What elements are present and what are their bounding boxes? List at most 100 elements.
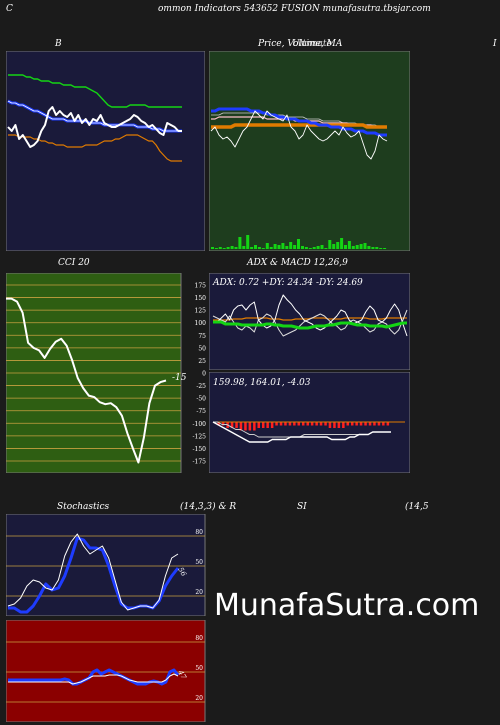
cci-axis-label: -125 [193, 433, 207, 440]
volume-bar [351, 246, 355, 249]
rsi-params: (14,5 [405, 502, 429, 512]
volume-bar [308, 248, 312, 249]
volume-bar [250, 247, 254, 249]
volume-bar [222, 248, 226, 249]
macd-histogram-bar [359, 422, 363, 426]
adx-macd-title: ADX & MACD 12,26,9 [247, 258, 348, 268]
cci-axis-label: 150 [195, 295, 207, 302]
macd-histogram-bar [386, 422, 390, 426]
volume-bar [367, 246, 371, 249]
volume-bar [371, 247, 375, 249]
cci-axis-label: -50 [196, 396, 206, 403]
adx-adx-line [213, 320, 407, 330]
price-ma-price-line [210, 110, 388, 160]
macd-histogram-bar [275, 422, 278, 426]
rsi-axis-label: 50 [195, 665, 203, 672]
volume-bar [277, 245, 281, 249]
macd-histogram-bar [351, 422, 354, 426]
macd-histogram-bar [328, 422, 332, 428]
macd-histogram-bar [266, 422, 269, 428]
macd-histogram-bar [239, 422, 243, 431]
volume-bar [312, 247, 316, 249]
macd-histogram-bar [257, 422, 260, 428]
volume-bar [273, 244, 277, 249]
volume-bar [293, 245, 297, 249]
macd-histogram-bar [377, 422, 381, 426]
volume-bar [211, 247, 214, 249]
cci-axis-label: 75 [198, 333, 206, 340]
cci-axis-label: 100 [195, 320, 207, 327]
volume-bar [375, 247, 379, 249]
volume-bar [347, 241, 351, 249]
macd-histogram-bar [297, 422, 300, 426]
volume-bar [316, 246, 320, 249]
adx-minus-di-line [212, 309, 408, 337]
macd-histogram-bar [337, 422, 341, 428]
price-ma-ma-orange-line [211, 123, 387, 129]
volume-bar [214, 248, 218, 249]
stochastics-params: (14,3,3) & R [180, 502, 237, 512]
volume-bar [304, 247, 308, 249]
volume-bar [234, 247, 238, 249]
stochastics-title: Stochastics [57, 502, 110, 512]
volume-bar [332, 244, 336, 249]
macd-values-text: 159.98, 164.01, -4.03 [213, 378, 311, 388]
volume-bar [218, 247, 222, 249]
stochastics-d-line [7, 533, 179, 611]
rsi-axis-label: 20 [195, 695, 203, 702]
macd-histogram-bar [364, 422, 367, 426]
bollinger-middle-band-highlight [7, 100, 182, 132]
bollinger-bg [6, 51, 205, 251]
cci-axis-label: 125 [195, 308, 207, 315]
volume-bar [363, 243, 367, 249]
stochastics-chart: 80 50 20 56 [6, 514, 206, 616]
cci-axis-label: -100 [193, 421, 207, 428]
volume-bar [355, 245, 359, 249]
macd-histogram-bar [221, 422, 225, 426]
price-ma-overlay: Ultimate [292, 39, 332, 49]
macd-histogram-bar [262, 422, 265, 428]
adx-values-text: ADX: 0.72 +DY: 24.34 -DY: 24.69 [212, 278, 363, 288]
cci-last-value: -15 [172, 373, 187, 383]
volume-bar [297, 239, 300, 249]
cci-axis-label: 50 [198, 345, 206, 352]
cci-line [6, 297, 167, 464]
volume-bar [344, 245, 347, 249]
cci-axis-label: -175 [193, 459, 207, 466]
volume-bar [261, 248, 265, 249]
volume-bar [359, 244, 363, 249]
cci-axis-label: 0 [202, 371, 206, 378]
bollinger-upper-band-line [8, 74, 182, 108]
macd-histogram-bar [248, 422, 252, 431]
volume-bar [226, 247, 230, 249]
macd-histogram-bar [324, 422, 327, 426]
macd-histogram-bar [235, 422, 238, 428]
macd-histogram-bar [293, 422, 296, 426]
macd-histogram-bar [315, 422, 318, 426]
macd-histogram-bar [310, 422, 314, 426]
cci-axis-label: -150 [193, 446, 207, 453]
macd-histogram-bar [346, 422, 349, 426]
price-ma-title: Price, Volume, MA [258, 39, 343, 49]
watermark: MunafaSutra.com [214, 588, 480, 623]
bollinger-title: B [55, 39, 62, 49]
macd-histogram-bar [230, 422, 234, 428]
header-left-letter: C [6, 4, 13, 14]
volume-bar [320, 245, 324, 249]
rsi-title: SI [297, 502, 307, 512]
volume-bar [340, 238, 344, 249]
adx-bg [209, 273, 410, 370]
macd-histogram-bar [342, 422, 345, 428]
cci-axis-label: -75 [196, 408, 206, 415]
macd-histogram-bar [244, 422, 247, 431]
volume-bar [257, 247, 261, 249]
volume-bar [265, 243, 269, 249]
volume-bar [238, 237, 242, 249]
macd-histogram-bar [270, 422, 274, 428]
macd-histogram-bar [306, 422, 309, 426]
macd-histogram-bar [373, 422, 376, 426]
macd-macd-line [212, 421, 391, 443]
stochastics-last-value: 56 [176, 566, 188, 578]
macd-histogram-bar [368, 422, 372, 426]
